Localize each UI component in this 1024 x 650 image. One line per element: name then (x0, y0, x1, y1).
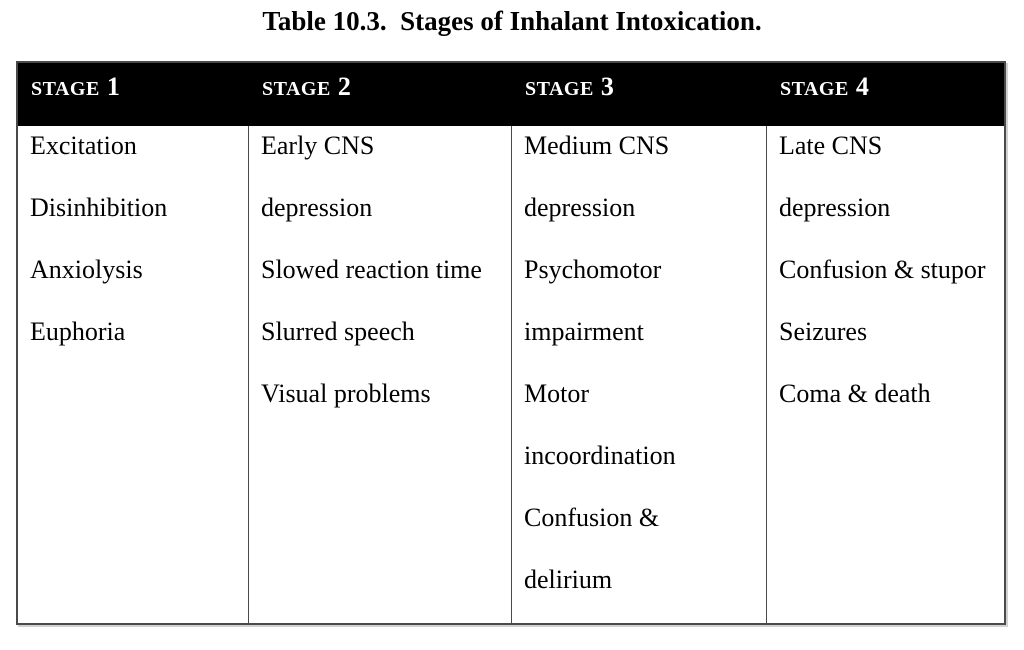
header-cell-stage-2: STAGE 2 (249, 63, 512, 126)
header-row: STAGE 1 STAGE 2 STAGE 3 STAGE 4 (18, 63, 1004, 126)
cell-line: depression (261, 193, 373, 222)
stage-label: STAGE (31, 78, 100, 100)
stage-number: 1 (106, 72, 120, 101)
cell-line: Disinhibition (30, 193, 168, 222)
cell-line: incoordination (524, 441, 676, 470)
stage-number: 3 (600, 72, 614, 101)
stage-number: 2 (337, 72, 351, 101)
stage-label: STAGE (525, 78, 594, 100)
cell-line: Seizures (779, 317, 868, 346)
cell-line: depression (779, 193, 891, 222)
cell-line: Coma & death (779, 379, 931, 408)
cell-line: Early CNS (261, 131, 375, 160)
cell-line: Medium CNS (524, 131, 670, 160)
stage-number: 4 (855, 72, 869, 101)
cell-line: Anxiolysis (30, 255, 143, 284)
cell-line: Visual problems (261, 379, 431, 408)
cell-line: depression (524, 193, 636, 222)
cell-line: Motor (524, 379, 589, 408)
column-stage-3: Medium CNS depression Psychomotor impairmen… (512, 126, 767, 624)
body-row: Excitation Disinhibition Anxiolysis Euphori… (18, 126, 1004, 624)
cell-line: Late CNS (779, 131, 883, 160)
stages-table: STAGE 1 STAGE 2 STAGE 3 STAGE 4 Excitation Di… (16, 61, 1006, 625)
page-title: Table 10.3. Stages of Inhalant Intoxicat… (262, 6, 762, 36)
cell-line: impairment (524, 317, 644, 346)
header-cell-stage-3: STAGE 3 (512, 63, 767, 126)
header-cell-stage-4: STAGE 4 (767, 63, 1004, 126)
cell-line: Slowed reaction time (261, 255, 482, 284)
column-stage-2: Early CNS depression Slowed reaction time S… (249, 126, 512, 624)
cell-line: Confusion & stupor (779, 255, 986, 284)
cell-line: Slurred speech (261, 317, 415, 346)
cell-line: Euphoria (30, 317, 126, 346)
column-stage-4: Late CNS depression Confusion & stupor Seiz… (767, 126, 1004, 624)
column-stage-1: Excitation Disinhibition Anxiolysis Euphori… (18, 126, 249, 624)
header-cell-stage-1: STAGE 1 (18, 63, 249, 126)
cell-line: Excitation (30, 131, 137, 160)
cell-line: delirium (524, 565, 613, 594)
cell-line: Confusion & (524, 503, 660, 532)
stage-label: STAGE (780, 78, 849, 100)
stage-label: STAGE (262, 78, 331, 100)
cell-line: Psychomotor (524, 255, 662, 284)
